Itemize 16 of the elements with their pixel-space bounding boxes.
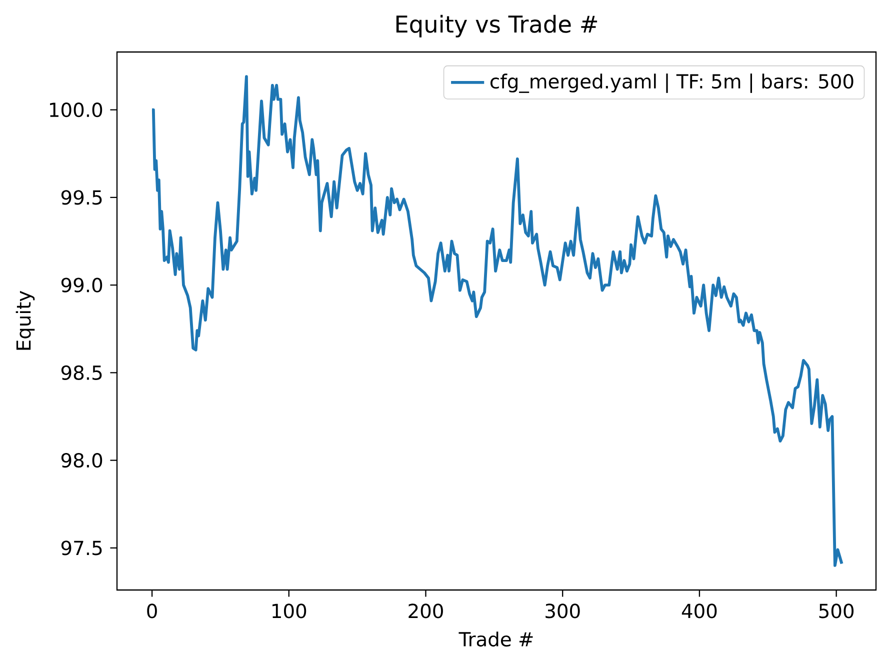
- x-axis-title: Trade #: [458, 632, 533, 647]
- y-tick-label: 100.0: [50, 102, 102, 118]
- y-tick-label: 98.0: [61, 452, 102, 468]
- x-tick-label: 200: [408, 604, 443, 618]
- x-tick-label: 500: [819, 604, 854, 618]
- x-tick-label: 0: [147, 604, 157, 618]
- x-tick-label: 400: [682, 604, 717, 618]
- y-tick-label: 99.5: [61, 190, 102, 205]
- y-tick-label: 99.0: [61, 278, 102, 292]
- x-tick-label: 300: [546, 604, 580, 618]
- legend-label: cfg_merged.yaml | TF: 5m | bars: 500: [490, 74, 854, 93]
- chart-title: Equity vs Trade #: [396, 14, 598, 38]
- x-tick-label: 100: [272, 604, 306, 618]
- y-axis-title: Equity: [16, 290, 35, 350]
- y-tick-label: 97.5: [61, 540, 102, 556]
- y-tick-label: 98.5: [61, 365, 102, 380]
